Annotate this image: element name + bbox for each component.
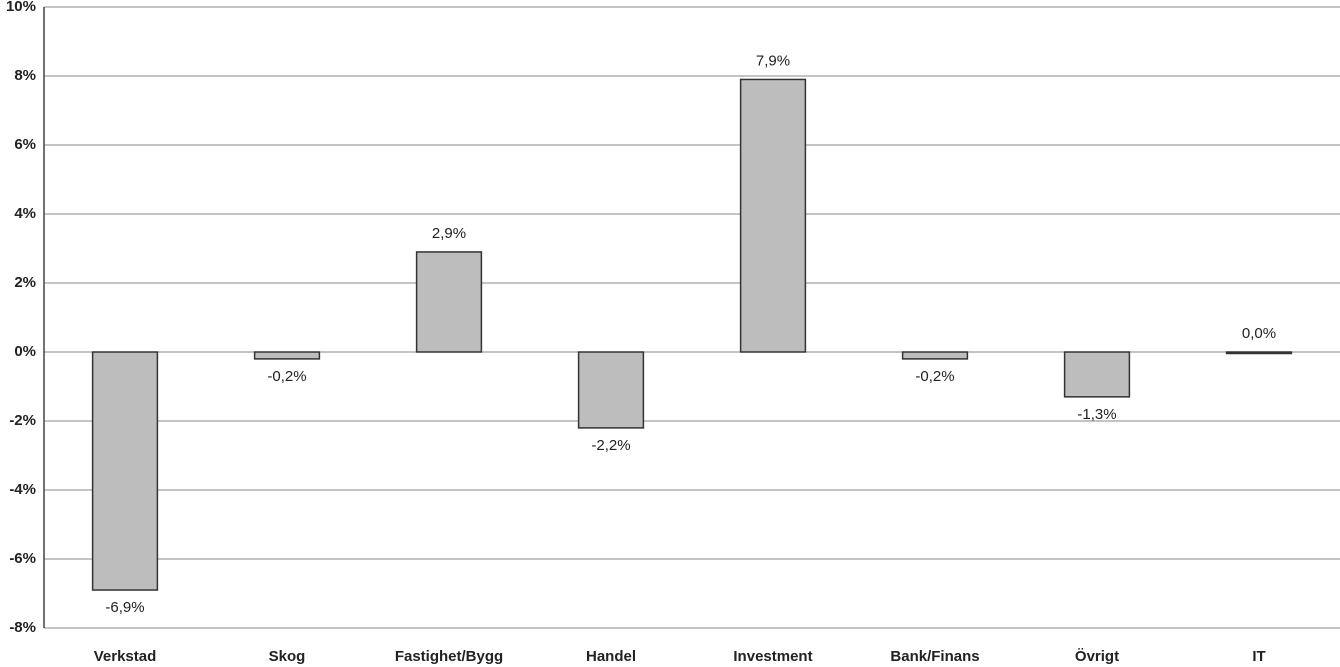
bar — [577, 351, 645, 429]
y-tick-label: 8% — [14, 67, 36, 84]
data-label: -2,2% — [591, 437, 630, 454]
bar — [739, 78, 807, 353]
y-tick-label: 4% — [14, 205, 36, 222]
bar — [901, 351, 969, 360]
y-tick-label: 10% — [6, 0, 36, 15]
bar — [91, 351, 159, 591]
data-label: -0,2% — [915, 368, 954, 385]
x-tick-label: Bank/Finans — [890, 648, 979, 665]
x-tick-label: IT — [1252, 648, 1265, 665]
data-label: 2,9% — [432, 225, 466, 242]
x-tick-label: Verkstad — [94, 648, 157, 665]
y-tick-label: -2% — [9, 412, 36, 429]
y-tick-label: -6% — [9, 550, 36, 567]
bar — [1225, 351, 1293, 355]
x-tick-label: Investment — [733, 648, 812, 665]
x-tick-label: Övrigt — [1075, 648, 1119, 665]
data-label: -1,3% — [1077, 406, 1116, 423]
y-tick-label: -8% — [9, 619, 36, 636]
y-tick-label: 6% — [14, 136, 36, 153]
x-tick-label: Skog — [269, 648, 306, 665]
data-label: 7,9% — [756, 52, 790, 69]
y-tick-label: 2% — [14, 274, 36, 291]
x-tick-label: Fastighet/Bygg — [395, 648, 503, 665]
bar — [415, 251, 483, 353]
data-label: -6,9% — [105, 599, 144, 616]
bar — [1063, 351, 1131, 398]
data-label: -0,2% — [267, 368, 306, 385]
bar — [253, 351, 321, 360]
y-tick-label: 0% — [14, 343, 36, 360]
data-label: 0,0% — [1242, 325, 1276, 342]
y-tick-label: -4% — [9, 481, 36, 498]
x-tick-label: Handel — [586, 648, 636, 665]
